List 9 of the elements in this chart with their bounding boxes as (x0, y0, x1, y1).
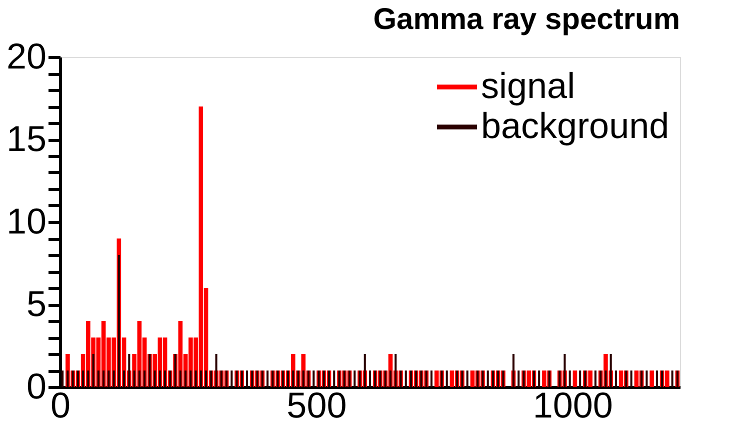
y-tick-label: 10 (6, 200, 46, 242)
legend-label: background (481, 105, 670, 146)
y-tick-label: 20 (6, 36, 46, 76)
y-tick-label: 15 (6, 118, 46, 159)
chart-title: Gamma ray spectrum (373, 3, 680, 36)
y-tick-label: 5 (26, 283, 46, 324)
legend-label: signal (481, 65, 576, 106)
x-tick-label: 1000 (532, 384, 613, 426)
x-tick-label: 500 (286, 384, 347, 426)
